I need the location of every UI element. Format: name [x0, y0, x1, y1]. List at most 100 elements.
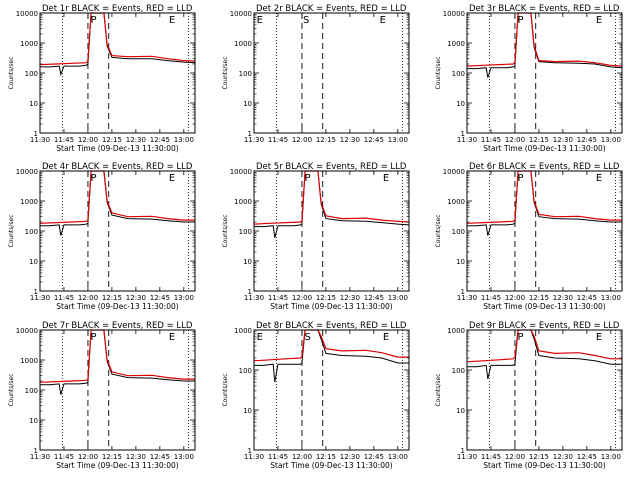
y-tick-label: 10 [456, 407, 465, 415]
y-axis-label: Counts/sec [222, 373, 229, 406]
y-tick-label: 100 [452, 70, 465, 78]
y-tick-label: 1000 [20, 198, 38, 206]
y-tick-label: 10 [29, 258, 38, 266]
event-marker: P [91, 173, 97, 184]
x-tick-label: 12:00 [78, 136, 98, 144]
y-axis-label: Counts/sec [8, 373, 15, 406]
panel-title: Det 5r BLACK = Events, RED = LLD [256, 162, 407, 172]
x-tick-label: 12:15 [316, 294, 336, 302]
y-tick-label: 1 [248, 288, 252, 296]
y-axis-label: Counts/sec [435, 214, 442, 247]
y-tick-label: 100 [25, 228, 38, 236]
y-tick-label: 1000 [447, 40, 465, 48]
x-tick-label: 12:30 [126, 294, 146, 302]
x-tick-label: 11:30 [30, 294, 50, 302]
x-tick-label: 12:00 [505, 294, 525, 302]
x-tick-label: 13:00 [174, 136, 194, 144]
x-tick-label: 12:00 [505, 136, 525, 144]
y-tick-label: 10 [456, 258, 465, 266]
x-tick-label: 12:30 [126, 136, 146, 144]
y-tick-label: 100 [452, 228, 465, 236]
y-tick-label: 10 [456, 100, 465, 108]
event-marker: P [91, 15, 97, 26]
x-tick-label: 11:30 [457, 294, 477, 302]
y-tick-label: 10000 [16, 327, 38, 335]
x-tick-label: 12:30 [340, 453, 360, 461]
x-tick-label: 12:30 [126, 453, 146, 461]
x-tick-label: 12:00 [292, 453, 312, 461]
x-tick-label: 11:30 [244, 136, 264, 144]
event-marker: E [596, 173, 602, 184]
x-tick-label: 12:45 [150, 453, 170, 461]
x-axis-label: Start Time (09-Dec-13 11:30:00) [483, 461, 605, 470]
x-tick-label: 11:30 [244, 294, 264, 302]
y-tick-label: 1000 [20, 357, 38, 365]
y-tick-label: 100 [239, 70, 252, 78]
x-tick-label: 12:45 [150, 294, 170, 302]
y-tick-label: 10000 [230, 10, 252, 18]
event-marker: E [169, 173, 175, 184]
x-tick-label: 12:45 [364, 453, 384, 461]
y-tick-label: 10 [29, 100, 38, 108]
x-axis-label: Start Time (09-Dec-13 11:30:00) [270, 302, 392, 311]
y-tick-label: 100 [239, 367, 252, 375]
panel-title: Det 6r BLACK = Events, RED = LLD [469, 162, 620, 172]
x-axis-label: Start Time (09-Dec-13 11:30:00) [56, 302, 178, 311]
y-tick-label: 10 [243, 100, 252, 108]
y-axis-label: Counts/sec [435, 56, 442, 89]
event-marker: E [380, 15, 386, 26]
x-tick-label: 12:00 [78, 453, 98, 461]
x-tick-label: 12:30 [553, 136, 573, 144]
x-tick-label: 12:45 [577, 136, 597, 144]
x-tick-label: 11:30 [30, 136, 50, 144]
event-marker: E [257, 332, 263, 343]
y-axis-label: Counts/sec [435, 373, 442, 406]
x-tick-label: 11:30 [457, 453, 477, 461]
y-tick-label: 10000 [16, 10, 38, 18]
x-tick-label: 11:45 [268, 453, 288, 461]
plot-frame [466, 170, 623, 292]
panel-title: Det 1r BLACK = Events, RED = LLD [42, 4, 193, 14]
x-tick-label: 12:00 [78, 294, 98, 302]
y-tick-label: 1 [461, 130, 465, 138]
y-tick-label: 10 [243, 258, 252, 266]
x-tick-label: 11:45 [54, 294, 74, 302]
y-tick-label: 1 [461, 447, 465, 455]
plot-frame [253, 329, 410, 451]
x-tick-label: 12:15 [102, 453, 122, 461]
x-tick-label: 11:45 [54, 453, 74, 461]
plot-frame [39, 12, 196, 134]
x-tick-label: 12:45 [577, 294, 597, 302]
x-tick-label: 12:15 [529, 453, 549, 461]
y-tick-label: 10 [29, 417, 38, 425]
x-tick-label: 12:00 [505, 453, 525, 461]
panel-title: Det 3r BLACK = Events, RED = LLD [469, 4, 620, 14]
y-tick-label: 100 [452, 367, 465, 375]
event-marker: P [518, 173, 524, 184]
x-tick-label: 12:30 [553, 294, 573, 302]
event-marker: S [303, 15, 309, 26]
event-marker: E [169, 332, 175, 343]
x-axis-label: Start Time (09-Dec-13 11:30:00) [56, 144, 178, 153]
x-tick-label: 11:45 [54, 136, 74, 144]
event-marker: E [169, 15, 175, 26]
event-marker: E [257, 15, 263, 26]
y-tick-label: 1000 [234, 327, 252, 335]
x-tick-label: 13:00 [388, 294, 408, 302]
x-axis-label: Start Time (09-Dec-13 11:30:00) [483, 302, 605, 311]
plot-frame [39, 170, 196, 292]
x-tick-label: 12:15 [316, 453, 336, 461]
y-axis-label: Counts/sec [8, 214, 15, 247]
y-tick-label: 10 [243, 407, 252, 415]
y-tick-label: 1000 [447, 198, 465, 206]
x-tick-label: 11:45 [268, 294, 288, 302]
x-tick-label: 13:00 [388, 136, 408, 144]
